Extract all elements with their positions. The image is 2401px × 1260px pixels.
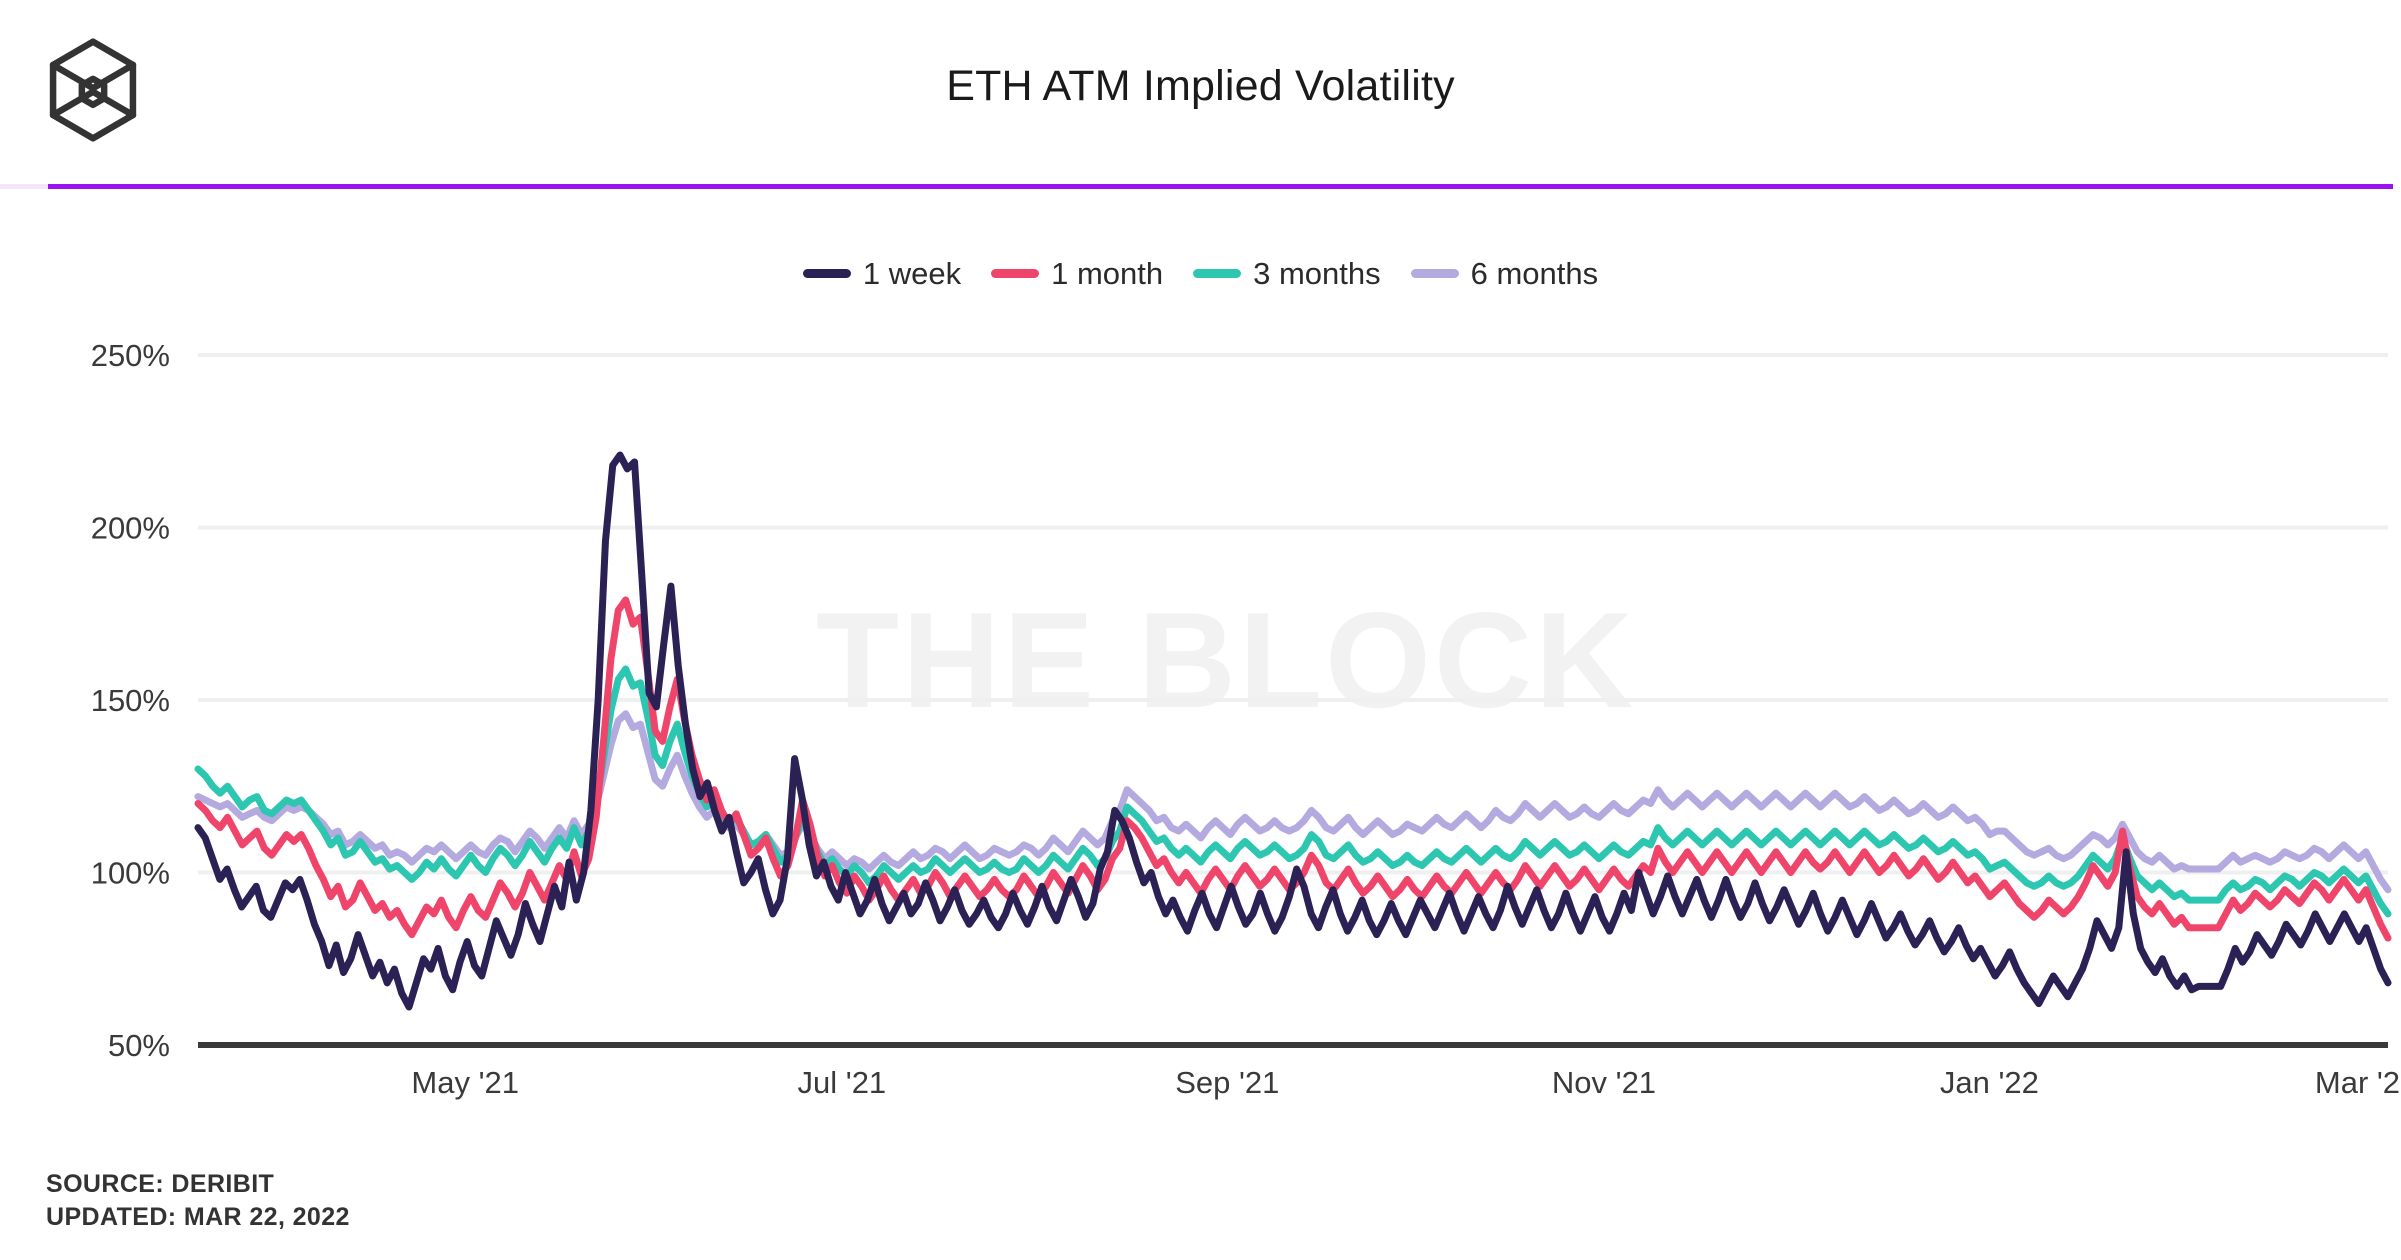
accent-divider	[48, 184, 2393, 189]
legend-swatch-icon	[1410, 269, 1459, 278]
series-line-3-months	[194, 665, 2392, 918]
y-axis-tick-label: 50%	[108, 1028, 170, 1063]
x-axis-tick-label: May '21	[411, 1065, 519, 1100]
divider-stub	[0, 184, 48, 189]
line-chart-svg: 50% 100% 150% 200% 250% May '21 Jul '21 Sep '21…	[91, 338, 2401, 1100]
y-axis-tick-label: 200%	[91, 511, 170, 546]
series-line-1-week	[194, 451, 2392, 1011]
y-axis-tick-label: 150%	[91, 683, 170, 718]
the-block-cube-logo-icon	[46, 38, 140, 142]
source-text: SOURCE: DERIBIT	[46, 1170, 275, 1198]
legend-label: 1 week	[862, 256, 962, 291]
y-axis-tick-label: 100%	[91, 856, 170, 891]
x-axis-tick-label: Sep '21	[1175, 1065, 1279, 1100]
x-axis-tick-label: Nov '21	[1552, 1065, 1656, 1100]
legend-swatch-icon	[1193, 269, 1242, 278]
legend-item-1-week[interactable]: 1 week	[802, 256, 962, 291]
chart-footer: SOURCE: DERIBIT UPDATED: MAR 22, 2022	[46, 1168, 350, 1234]
page-title: ETH ATM Implied Volatility	[946, 62, 1455, 110]
updated-text: UPDATED: MAR 22, 2022	[46, 1203, 350, 1231]
x-axis-tick-label: Jul '21	[798, 1065, 887, 1100]
series-line-6-months	[194, 710, 2392, 894]
x-axis-tick-label: Jan '22	[1940, 1065, 2039, 1100]
legend-item-6-months[interactable]: 6 months	[1410, 256, 1599, 291]
y-axis-tick-label: 250%	[91, 338, 170, 373]
chart-plot-area: THE BLOCK 50% 100% 150% 200% 250% May '21 Jul …	[0, 330, 2401, 1100]
legend-swatch-icon	[991, 269, 1040, 278]
chart-legend: 1 week 1 month 3 months 6 months	[0, 258, 2401, 289]
legend-swatch-icon	[802, 269, 851, 278]
x-axis-tick-label: Mar '22	[2315, 1065, 2401, 1100]
legend-label: 1 month	[1051, 256, 1164, 291]
legend-label: 3 months	[1253, 256, 1381, 291]
legend-label: 6 months	[1470, 256, 1599, 291]
legend-item-1-month[interactable]: 1 month	[991, 258, 1163, 289]
chart-header: ETH ATM Implied Volatility	[0, 0, 2401, 189]
legend-item-3-months[interactable]: 3 months	[1193, 258, 1381, 289]
